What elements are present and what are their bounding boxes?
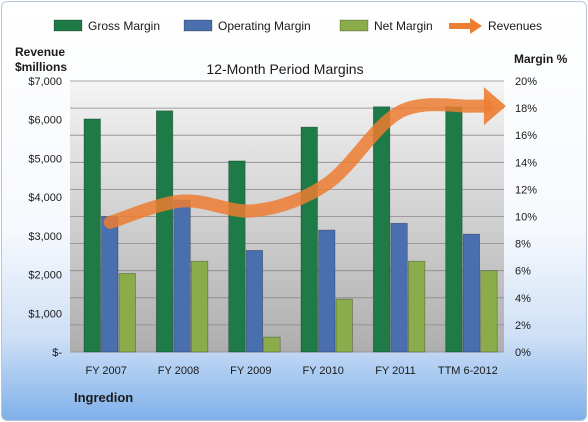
bar-gross-margin (300, 126, 318, 353)
legend-label-gross: Gross Margin (88, 19, 160, 33)
axes: 0% 2% 4% 6% 8% 10% 12% 14% 16% 18% 20% $- $1,000 $2,0… (28, 76, 537, 377)
legend-arrow-revenues (470, 18, 482, 34)
right-tick-label: 0% (515, 347, 531, 359)
legend-label-net: Net Margin (374, 19, 433, 33)
left-axis-title-line1: Revenue (15, 45, 65, 59)
legend-swatch-net (339, 19, 369, 32)
category-label: FY 2010 (302, 365, 343, 377)
right-tick-label: 12% (515, 184, 537, 196)
right-tick-label: 20% (515, 76, 537, 88)
right-axis-title: Margin % (514, 52, 568, 66)
legend-label-revenues: Revenues (488, 19, 542, 33)
left-tick-label: $3,000 (28, 231, 62, 243)
revenue-arrowhead (483, 87, 506, 126)
bar-gross-margin (445, 106, 463, 353)
revenue-line-path (103, 98, 493, 229)
bar-gross-margin (372, 106, 391, 353)
bar-operating-margin (245, 250, 264, 353)
bar-operating-margin (101, 216, 119, 353)
company-label: Ingredion (74, 390, 133, 405)
bars (83, 106, 498, 353)
right-tick-label: 10% (515, 212, 537, 224)
right-tick-label: 2% (515, 320, 531, 332)
left-tick-label: $4,000 (28, 192, 62, 204)
bar-operating-margin (462, 233, 481, 353)
category-label: TTM 6-2012 (438, 365, 498, 377)
category-label: FY 2009 (230, 365, 271, 377)
right-tick-label: 14% (515, 157, 537, 169)
revenue-line (103, 87, 506, 229)
category-label: FY 2011 (375, 365, 416, 377)
bar-net-margin (335, 298, 353, 353)
bar-net-margin (118, 273, 136, 353)
right-tick-label: 8% (515, 239, 531, 251)
bar-operating-margin (318, 229, 336, 353)
category-label: FY 2007 (85, 365, 126, 377)
bar-gross-margin (83, 118, 101, 353)
chart-title: 12-Month Period Margins (206, 61, 363, 77)
bar-net-margin (480, 270, 498, 353)
left-tick-label: $1,000 (28, 308, 62, 320)
bar-operating-margin (173, 199, 191, 353)
bar-net-margin (263, 336, 281, 353)
left-tick-label: $7,000 (28, 76, 62, 88)
right-tick-label: 4% (515, 293, 531, 305)
bar-gross-margin (228, 160, 246, 353)
left-tick-label: $2,000 (28, 270, 62, 282)
legend-swatch-operating (183, 19, 213, 32)
legend-label-operating: Operating Margin (218, 19, 311, 33)
right-tick-label: 6% (515, 266, 531, 278)
bar-net-margin (190, 260, 209, 353)
bar-operating-margin (390, 222, 408, 353)
legend: Gross Margin Operating Margin Net Margin Re… (53, 18, 542, 34)
legend-swatch-gross (53, 19, 83, 32)
left-tick-label: $5,000 (28, 153, 62, 165)
category-label: FY 2008 (158, 365, 199, 377)
bar-net-margin (407, 260, 426, 353)
bar-gross-margin (155, 110, 174, 353)
left-tick-label: $- (52, 347, 62, 359)
right-tick-label: 18% (515, 103, 537, 115)
right-tick-label: 16% (515, 130, 537, 142)
left-axis-title-line2: $millions (15, 60, 67, 74)
left-tick-label: $6,000 (28, 115, 62, 127)
